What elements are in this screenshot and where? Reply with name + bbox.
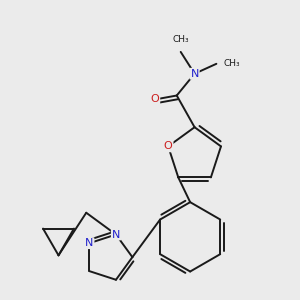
Text: CH₃: CH₃ bbox=[172, 35, 189, 44]
Text: N: N bbox=[85, 238, 94, 248]
Text: N: N bbox=[112, 230, 120, 239]
Text: O: O bbox=[151, 94, 159, 104]
Text: N: N bbox=[190, 69, 199, 79]
Text: CH₃: CH₃ bbox=[224, 59, 240, 68]
Text: O: O bbox=[164, 141, 172, 152]
